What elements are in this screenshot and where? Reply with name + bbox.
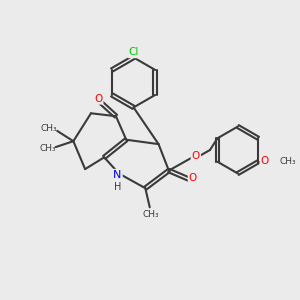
- Text: O: O: [261, 156, 269, 166]
- Text: CH₃: CH₃: [142, 210, 159, 219]
- Text: O: O: [192, 151, 200, 161]
- Text: O: O: [189, 173, 197, 183]
- Text: CH₃: CH₃: [39, 144, 56, 153]
- Text: Cl: Cl: [128, 47, 139, 57]
- Text: O: O: [94, 94, 103, 103]
- Text: CH₃: CH₃: [41, 124, 58, 133]
- Text: CH₃: CH₃: [279, 157, 296, 166]
- Text: H: H: [114, 182, 121, 192]
- Text: N: N: [113, 170, 122, 180]
